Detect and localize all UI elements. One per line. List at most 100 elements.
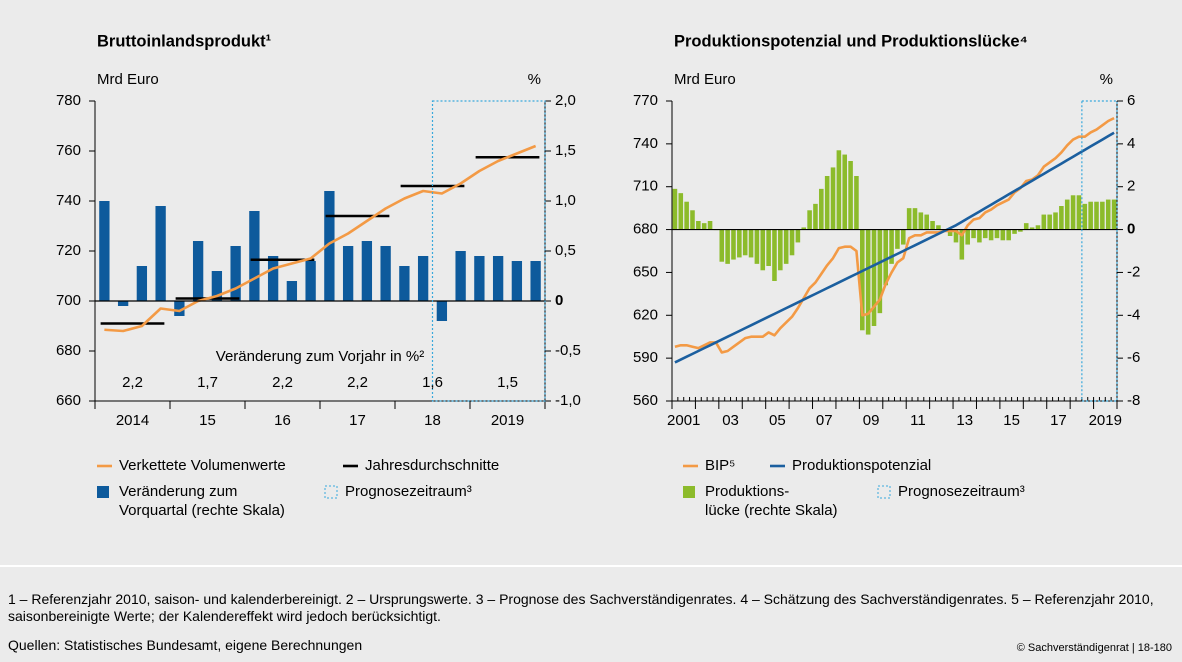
line	[674, 131, 1115, 364]
bar	[530, 261, 541, 301]
annual-change-value: 1,7	[197, 374, 218, 391]
x-tick-label: 11	[910, 412, 926, 429]
y-tick-label: 760	[56, 142, 81, 159]
bar	[417, 256, 429, 301]
bar	[492, 256, 504, 301]
bar	[930, 221, 935, 230]
annual-change-value: 2,2	[122, 374, 143, 391]
y2-tick-label: 2,0	[555, 92, 576, 109]
bar	[871, 229, 877, 326]
bar	[1029, 227, 1035, 230]
x-tick-label: 13	[956, 412, 973, 429]
legend-label: Prognosezeitraum³	[345, 483, 472, 500]
legend-label: BIP⁵	[705, 457, 735, 474]
x-tick-label: 16	[274, 412, 291, 429]
sources: Quellen: Statistisches Bundesamt, eigene…	[8, 637, 363, 653]
bar	[1088, 201, 1093, 230]
legend-label: Produktions-lücke (rechte Skala)	[705, 483, 838, 519]
y-tick-label: 720	[56, 242, 81, 259]
bar	[1053, 212, 1058, 230]
annual-change-value: 2,2	[347, 374, 368, 391]
x-tick-label: 2014	[116, 412, 149, 429]
bar	[230, 246, 241, 301]
bar	[455, 251, 466, 301]
bar	[725, 229, 730, 264]
y2-axis-label: %	[528, 71, 541, 88]
legend-label: Verkettete Volumenwerte	[119, 457, 286, 474]
bar	[117, 301, 129, 306]
bar	[819, 188, 824, 230]
bar	[912, 208, 918, 230]
y2-tick-label: 4	[1127, 135, 1135, 152]
forecast-region	[431, 100, 546, 402]
annual-change-label: Veränderung zum Vorjahr in %²	[216, 348, 424, 365]
bar	[1059, 206, 1064, 230]
bar	[877, 229, 883, 314]
bar	[807, 210, 812, 230]
bar	[854, 176, 859, 230]
y2-tick-label: -0,5	[555, 342, 581, 359]
bar	[342, 246, 354, 301]
y-tick-label: 560	[633, 392, 658, 409]
bar	[754, 229, 760, 264]
y-tick-label: 660	[56, 392, 81, 409]
bar	[988, 229, 994, 241]
legend-label: Produktionspotenzial	[792, 457, 931, 474]
line	[674, 116, 1115, 354]
bar	[1006, 229, 1011, 241]
annual-change-value: 1,6	[422, 374, 443, 391]
bar	[895, 229, 900, 249]
x-tick-label: 07	[816, 412, 833, 429]
chart-title: Produktionspotenzial und Produktionslück…	[674, 32, 1028, 50]
bar	[286, 281, 298, 301]
bar	[789, 229, 795, 256]
bar	[707, 221, 713, 230]
bar	[99, 201, 110, 301]
annual-change-value: 2,2	[272, 374, 293, 391]
bar	[684, 201, 689, 230]
y2-tick-label: 0	[555, 292, 563, 309]
bar	[1111, 199, 1117, 230]
legend-swatch	[97, 486, 109, 498]
bar	[678, 193, 684, 230]
bar	[1100, 201, 1105, 230]
bar	[994, 229, 1000, 239]
y2-axis-label: %	[1100, 71, 1113, 88]
y2-tick-label: 1,0	[555, 192, 576, 209]
bar	[1070, 195, 1076, 230]
bar	[1000, 229, 1006, 241]
y-tick-label: 590	[633, 349, 658, 366]
bar	[211, 271, 223, 301]
bar	[801, 227, 807, 230]
bar	[848, 161, 853, 230]
bar	[719, 229, 725, 262]
x-tick-label: 17	[349, 412, 366, 429]
bar	[361, 241, 373, 301]
y2-tick-label: 2	[1127, 178, 1135, 195]
bar	[965, 229, 970, 245]
bar	[267, 256, 279, 301]
bar	[760, 229, 766, 271]
y-tick-label: 710	[633, 178, 658, 195]
bar	[883, 229, 889, 286]
bar	[836, 150, 842, 230]
bar	[742, 229, 748, 256]
bar	[1035, 225, 1041, 230]
bar	[889, 229, 894, 264]
x-tick-label: 15	[199, 412, 216, 429]
y2-tick-label: -4	[1127, 306, 1140, 323]
y2-tick-label: -6	[1127, 349, 1140, 366]
bar	[701, 223, 707, 230]
bar	[778, 229, 783, 271]
y-tick-label: 620	[633, 306, 658, 323]
bar	[936, 225, 941, 230]
bar	[813, 203, 818, 230]
bar	[830, 167, 836, 230]
bar	[947, 229, 953, 236]
bar	[136, 266, 148, 301]
bar	[977, 229, 982, 243]
bar	[959, 229, 965, 260]
x-tick-label: 2019	[1089, 412, 1122, 429]
y2-tick-label: 1,5	[555, 142, 576, 159]
